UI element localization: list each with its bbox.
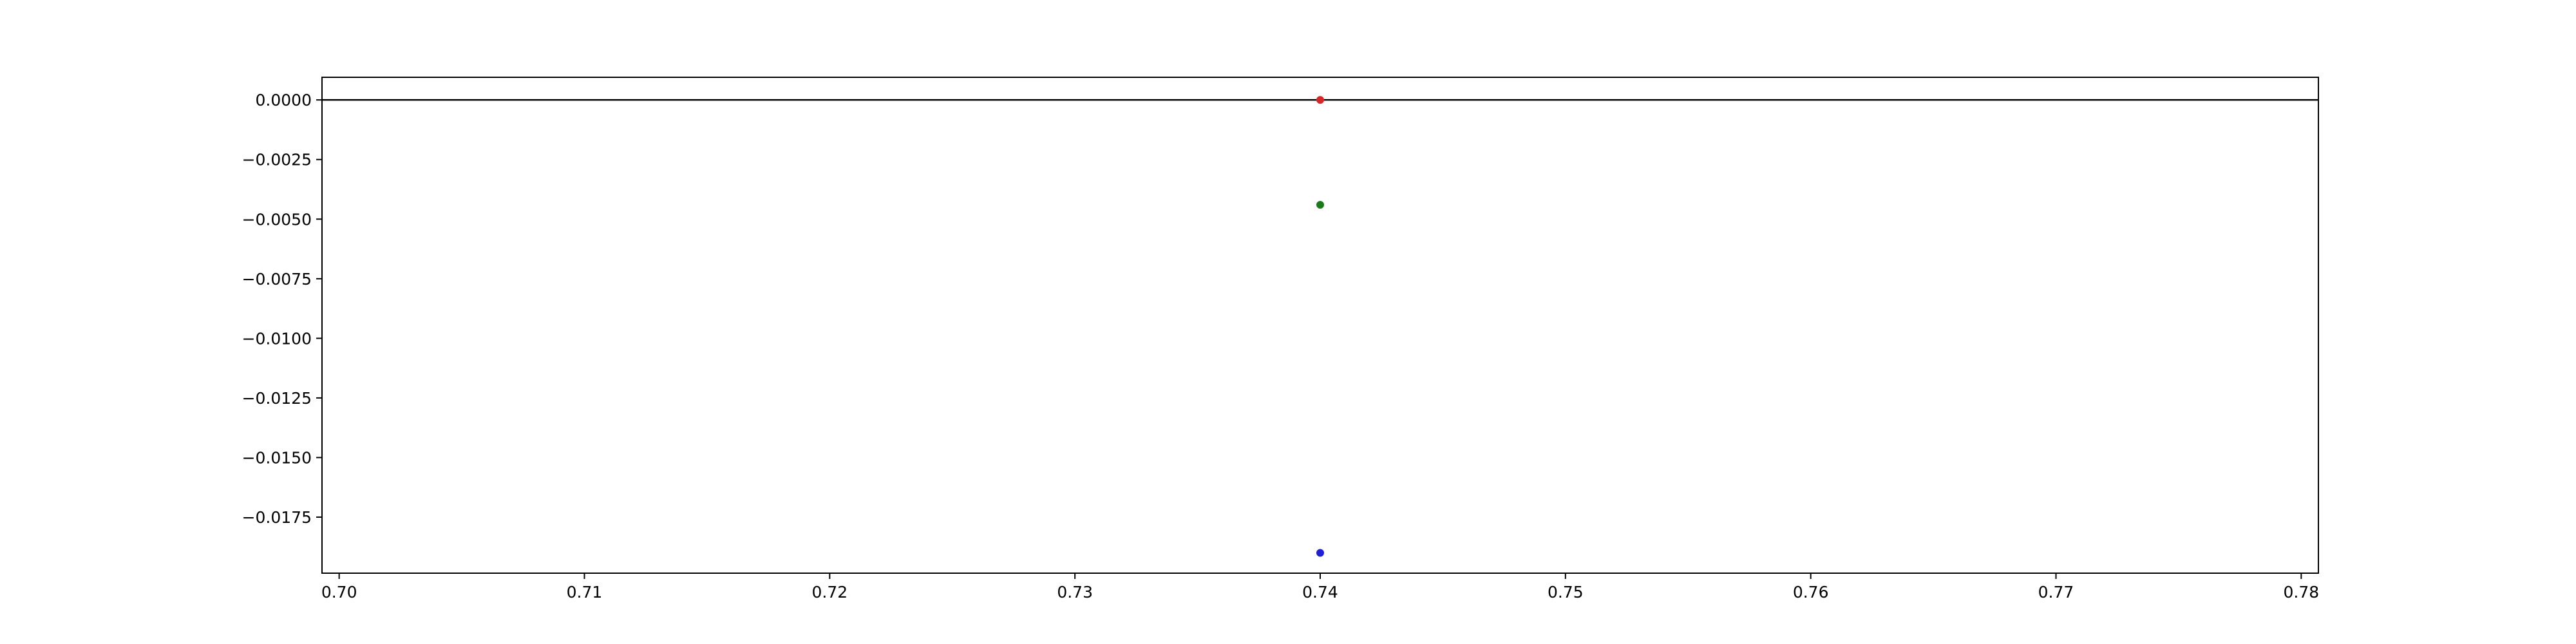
x-tick-label: 0.70 <box>321 583 357 601</box>
x-tick-label: 0.73 <box>1057 583 1093 601</box>
y-tick-label: −0.0175 <box>242 508 312 527</box>
plot-area <box>321 77 2319 574</box>
x-tick-label: 0.77 <box>2038 583 2074 601</box>
x-axis: 0.70 0.71 0.72 0.73 0.74 0.75 0.76 0.77 0.78 <box>321 573 2319 601</box>
y-tick-label: −0.0150 <box>242 448 312 467</box>
y-axis: 0.0000 −0.0025 −0.0050 −0.0075 −0.0100 −0.012… <box>242 91 322 527</box>
y-tick-label: −0.0125 <box>242 389 312 408</box>
y-tick-label: −0.0025 <box>242 151 312 169</box>
data-point <box>1316 201 1324 209</box>
data-point <box>1316 96 1324 104</box>
y-tick-label: 0.0000 <box>256 91 312 109</box>
y-tick-label: −0.0100 <box>242 329 312 348</box>
x-tick-label: 0.72 <box>811 583 848 601</box>
x-tick-label: 0.74 <box>1302 583 1338 601</box>
x-tick-label: 0.71 <box>567 583 603 601</box>
x-tick-label: 0.75 <box>1548 583 1584 601</box>
y-tick-label: −0.0075 <box>242 270 312 289</box>
data-point <box>1316 549 1324 557</box>
data-points <box>1316 96 1324 557</box>
x-tick-label: 0.76 <box>1793 583 1829 601</box>
y-tick-label: −0.0050 <box>242 210 312 229</box>
x-tick-label: 0.78 <box>2284 583 2320 601</box>
